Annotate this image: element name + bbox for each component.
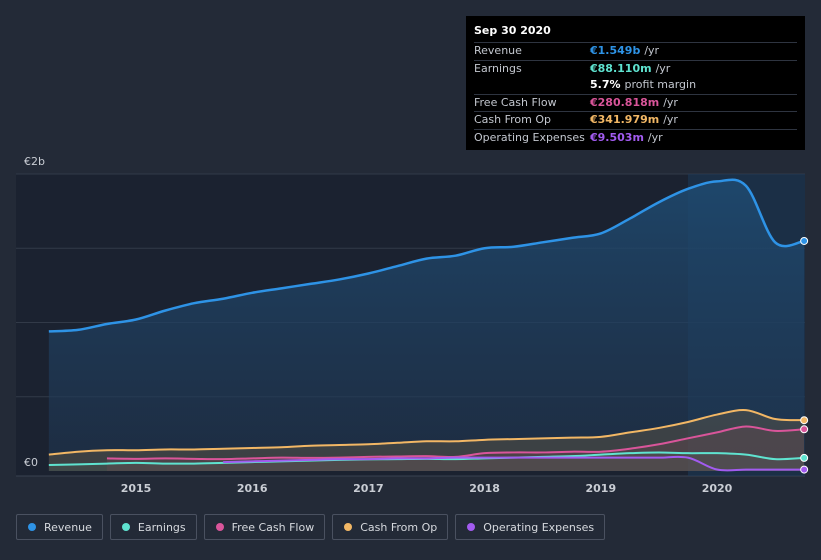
- tooltip-unit: /yr: [663, 95, 678, 109]
- tooltip-row-revenue: Revenue €1.549b /yr: [474, 42, 797, 60]
- legend-cash-from-op[interactable]: Cash From Op: [332, 514, 449, 540]
- tooltip-row-fcf: Free Cash Flow €280.818m /yr: [474, 93, 797, 112]
- legend-revenue[interactable]: Revenue: [16, 514, 103, 540]
- series-endpoints: [800, 236, 809, 474]
- endpoint-earnings: [800, 453, 809, 462]
- tooltip-value: 5.7%: [590, 78, 621, 91]
- tooltip-date: Sep 30 2020: [474, 24, 551, 37]
- endpoint-cash-from-op: [800, 416, 809, 425]
- chart-area: €2b €0 2015 2016 2017 2018 2019 2020: [16, 155, 809, 495]
- tooltip-value: €1.549b: [590, 44, 641, 57]
- legend-dot-icon: [121, 523, 130, 531]
- x-tick-label: 2015: [121, 482, 152, 495]
- legend-dot-icon: [28, 523, 36, 531]
- line-operating-expenses: [223, 455, 805, 472]
- tooltip-label: Cash From Op: [474, 113, 552, 126]
- endpoint-revenue: [800, 236, 809, 245]
- legend-label: Free Cash Flow: [231, 520, 315, 534]
- legend-label: Operating Expenses: [483, 520, 595, 534]
- line-cash-from-op: [48, 409, 805, 456]
- x-tick-label: 2016: [237, 482, 268, 495]
- legend-free-cash-flow[interactable]: Free Cash Flow: [203, 514, 326, 540]
- legend-label: Earnings: [137, 520, 186, 534]
- tooltip-unit: /yr: [644, 44, 660, 57]
- endpoint-free-cash-flow: [800, 425, 809, 434]
- y-axis-bottom-label: €0: [24, 456, 38, 469]
- x-tick-label: 2018: [469, 482, 500, 495]
- series-lines: [48, 178, 805, 472]
- area-revenue: [48, 179, 805, 471]
- legend-dot-icon: [215, 523, 224, 531]
- tooltip-unit: profit margin: [624, 78, 697, 91]
- tooltip-label: Free Cash Flow: [474, 95, 557, 109]
- tooltip-row-margin: 5.7% profit margin: [474, 77, 797, 94]
- tooltip-unit: /yr: [655, 61, 671, 75]
- tooltip-row-earnings: Earnings €88.110m /yr: [474, 59, 797, 78]
- area-cash-from-op: [48, 410, 805, 471]
- tooltip-value: €88.110m: [590, 61, 652, 75]
- endpoint-operating-expenses: [800, 465, 809, 474]
- tooltip-unit: /yr: [647, 130, 663, 144]
- tooltip-unit: /yr: [663, 113, 678, 126]
- tooltip-value: €280.818m: [590, 95, 660, 109]
- y-axis-top-label: €2b: [24, 155, 45, 168]
- legend-operating-expenses[interactable]: Operating Expenses: [455, 514, 606, 540]
- tooltip-label: Operating Expenses: [474, 130, 585, 144]
- legend-label: Revenue: [44, 520, 92, 534]
- tooltip-value: €341.979m: [590, 113, 660, 126]
- x-axis-ticks: 2015 2016 2017 2018 2019 2020: [121, 482, 733, 495]
- legend-label: Cash From Op: [360, 520, 438, 534]
- tooltip-row-cfo: Cash From Op €341.979m /yr: [474, 111, 797, 129]
- tooltip: Sep 30 2020 Revenue €1.549b /yr Earnings…: [466, 16, 805, 150]
- line-revenue: [48, 178, 805, 333]
- tooltip-label: Revenue: [474, 44, 522, 57]
- legend-dot-icon: [344, 523, 353, 531]
- x-tick-label: 2017: [353, 482, 384, 495]
- tooltip-row-opex: Operating Expenses €9.503m /yr: [474, 128, 797, 147]
- legend: Revenue Earnings Free Cash Flow Cash Fro…: [16, 514, 606, 542]
- x-tick-label: 2020: [702, 482, 733, 495]
- tooltip-value: €9.503m: [590, 130, 644, 144]
- legend-dot-icon: [467, 523, 476, 531]
- tooltip-label: [474, 77, 590, 94]
- x-tick-label: 2019: [585, 482, 616, 495]
- legend-earnings[interactable]: Earnings: [109, 514, 197, 540]
- tooltip-label: Earnings: [474, 61, 522, 75]
